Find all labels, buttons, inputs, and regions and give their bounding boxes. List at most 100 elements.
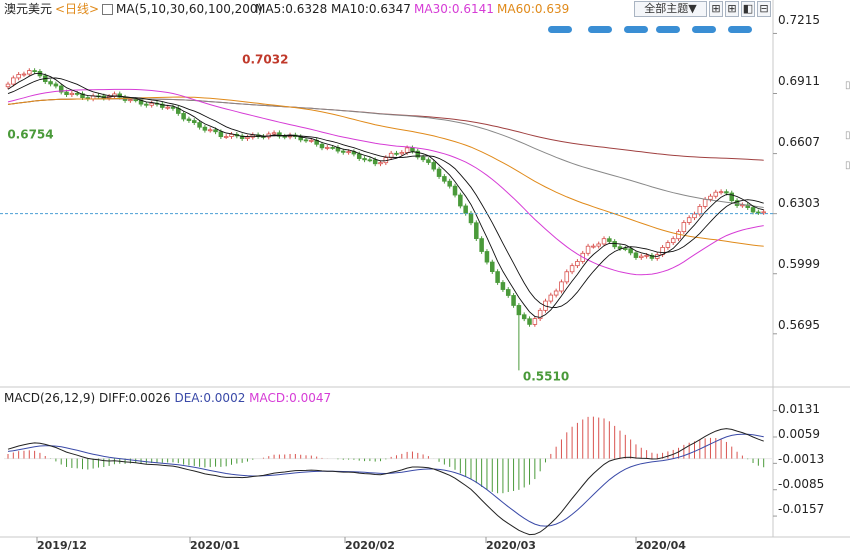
candle bbox=[500, 282, 506, 290]
candle bbox=[756, 211, 761, 214]
candle bbox=[591, 245, 596, 248]
candle bbox=[495, 271, 500, 283]
event-marker bbox=[548, 26, 572, 33]
candle bbox=[527, 318, 532, 325]
candle bbox=[277, 132, 282, 137]
candle bbox=[575, 261, 580, 267]
candle bbox=[346, 151, 351, 154]
ma30-line bbox=[7, 88, 764, 276]
y-tick: 0.6303 bbox=[778, 196, 820, 210]
macd-y-tick: 0.0131 bbox=[778, 402, 820, 416]
candle bbox=[165, 106, 170, 109]
event-marker bbox=[656, 26, 680, 33]
start-annotation: 0.6754 bbox=[7, 128, 53, 142]
candle bbox=[53, 83, 59, 87]
x-label: 2020/04 bbox=[636, 539, 686, 552]
low-annotation: 0.5510 bbox=[523, 369, 569, 383]
candle bbox=[436, 168, 442, 177]
candle bbox=[521, 314, 527, 320]
macd-y-tick: -0.0013 bbox=[778, 452, 825, 466]
candle bbox=[74, 92, 80, 95]
candle bbox=[623, 248, 628, 250]
candle bbox=[325, 147, 330, 149]
event-marker bbox=[624, 26, 648, 33]
candle bbox=[559, 281, 564, 292]
candle bbox=[16, 74, 21, 79]
candle bbox=[686, 217, 692, 223]
candle bbox=[5, 83, 11, 88]
candle bbox=[649, 254, 655, 259]
theme-select[interactable]: 全部主题▼ bbox=[634, 1, 707, 17]
diff-line bbox=[7, 428, 764, 536]
candle bbox=[309, 139, 314, 142]
zoom-out-icon[interactable]: ◧ bbox=[741, 1, 755, 17]
ma-label: MA(5,10,30,60,100,200) bbox=[116, 2, 263, 16]
layout-icon[interactable]: ⊟ bbox=[757, 1, 771, 17]
zoom-in-icon[interactable]: ⊞ bbox=[725, 1, 739, 17]
candle bbox=[628, 248, 633, 254]
candle bbox=[490, 261, 495, 273]
candle bbox=[585, 245, 591, 254]
candle bbox=[160, 103, 165, 108]
y-tick: 0.7215 bbox=[778, 13, 820, 27]
y-tick: 0.6911 bbox=[778, 74, 820, 88]
candle bbox=[479, 238, 484, 252]
grid-icon[interactable]: ⊞ bbox=[709, 1, 723, 17]
macd-diff: DIFF:0.0026 bbox=[98, 391, 171, 405]
candle bbox=[48, 81, 53, 85]
candle bbox=[702, 198, 708, 207]
candle bbox=[64, 91, 69, 96]
candle bbox=[564, 271, 570, 283]
ma-settings-icon[interactable] bbox=[102, 1, 113, 19]
candle bbox=[724, 191, 729, 194]
candle bbox=[431, 162, 436, 170]
candle bbox=[404, 147, 410, 153]
ma10-value: MA10:0.6347 bbox=[331, 2, 411, 16]
candle bbox=[341, 150, 346, 153]
candle bbox=[639, 255, 644, 258]
candle bbox=[170, 106, 176, 109]
candle bbox=[117, 93, 123, 98]
candle bbox=[452, 185, 458, 196]
candle bbox=[399, 152, 405, 155]
candle bbox=[202, 126, 208, 131]
candle bbox=[207, 129, 213, 132]
candle bbox=[149, 102, 154, 106]
candle bbox=[511, 295, 516, 306]
ma10-line bbox=[7, 77, 764, 308]
candle bbox=[612, 241, 617, 248]
candle bbox=[181, 113, 186, 120]
candle bbox=[218, 131, 224, 138]
side-tab[interactable]: ▯ bbox=[845, 130, 850, 141]
candle bbox=[229, 133, 234, 137]
x-label: 2020/02 bbox=[345, 539, 395, 552]
candle bbox=[607, 238, 612, 242]
candle bbox=[601, 238, 607, 245]
y-tick: 0.6607 bbox=[778, 135, 820, 149]
macd-dea: DEA:0.0002 bbox=[174, 391, 246, 405]
candle bbox=[729, 192, 735, 202]
macd-y-tick: 0.0059 bbox=[778, 427, 820, 441]
candle bbox=[367, 159, 373, 162]
x-label: 2020/01 bbox=[190, 539, 240, 552]
candle bbox=[532, 318, 538, 325]
candle bbox=[761, 211, 766, 214]
candle bbox=[186, 118, 192, 121]
period-selector[interactable]: <日线> bbox=[55, 2, 100, 16]
side-tab[interactable]: ▯ bbox=[845, 160, 850, 171]
candle bbox=[676, 231, 681, 240]
candle bbox=[21, 73, 27, 76]
candle bbox=[474, 222, 479, 240]
candle bbox=[245, 136, 250, 139]
candle bbox=[213, 129, 218, 133]
candle bbox=[718, 191, 724, 194]
candle bbox=[144, 103, 149, 106]
candle bbox=[239, 135, 245, 139]
candle bbox=[319, 143, 325, 149]
candle bbox=[27, 70, 32, 75]
side-tab[interactable]: ▯ bbox=[845, 80, 850, 91]
candle bbox=[191, 120, 197, 124]
macd-y-tick: -0.0085 bbox=[778, 477, 825, 491]
candle bbox=[11, 77, 16, 85]
